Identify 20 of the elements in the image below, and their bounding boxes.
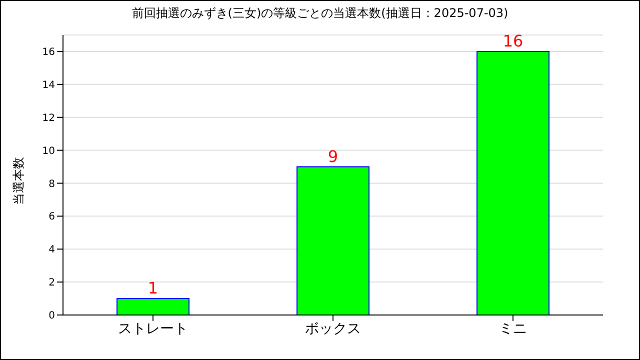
bar xyxy=(296,166,370,315)
data-label: 9 xyxy=(328,146,338,166)
x-tick-label: ストレート xyxy=(118,320,188,337)
x-tick-label: ボックス xyxy=(305,320,361,337)
x-tick-label: ミニ xyxy=(499,320,527,337)
data-label: 16 xyxy=(502,31,524,50)
bar xyxy=(116,298,190,315)
y-tick-label: 16 xyxy=(42,47,55,58)
y-tick-label: 2 xyxy=(48,278,55,289)
y-tick-label: 4 xyxy=(48,244,55,256)
bar xyxy=(476,50,550,315)
y-tick-label: 14 xyxy=(42,80,55,91)
y-tick-label: 6 xyxy=(48,212,55,223)
y-tick-label: 10 xyxy=(42,146,55,157)
y-tick-label: 12 xyxy=(42,112,55,124)
chart-title: 前回抽選のみずき(三女)の等級ごとの当選本数(抽選日：2025-07-03) xyxy=(130,5,510,22)
y-axis-title: 当選本数 xyxy=(10,157,26,205)
data-label: 1 xyxy=(148,278,158,298)
y-tick-label: 0 xyxy=(48,310,55,322)
y-tick-label: 8 xyxy=(48,178,55,190)
